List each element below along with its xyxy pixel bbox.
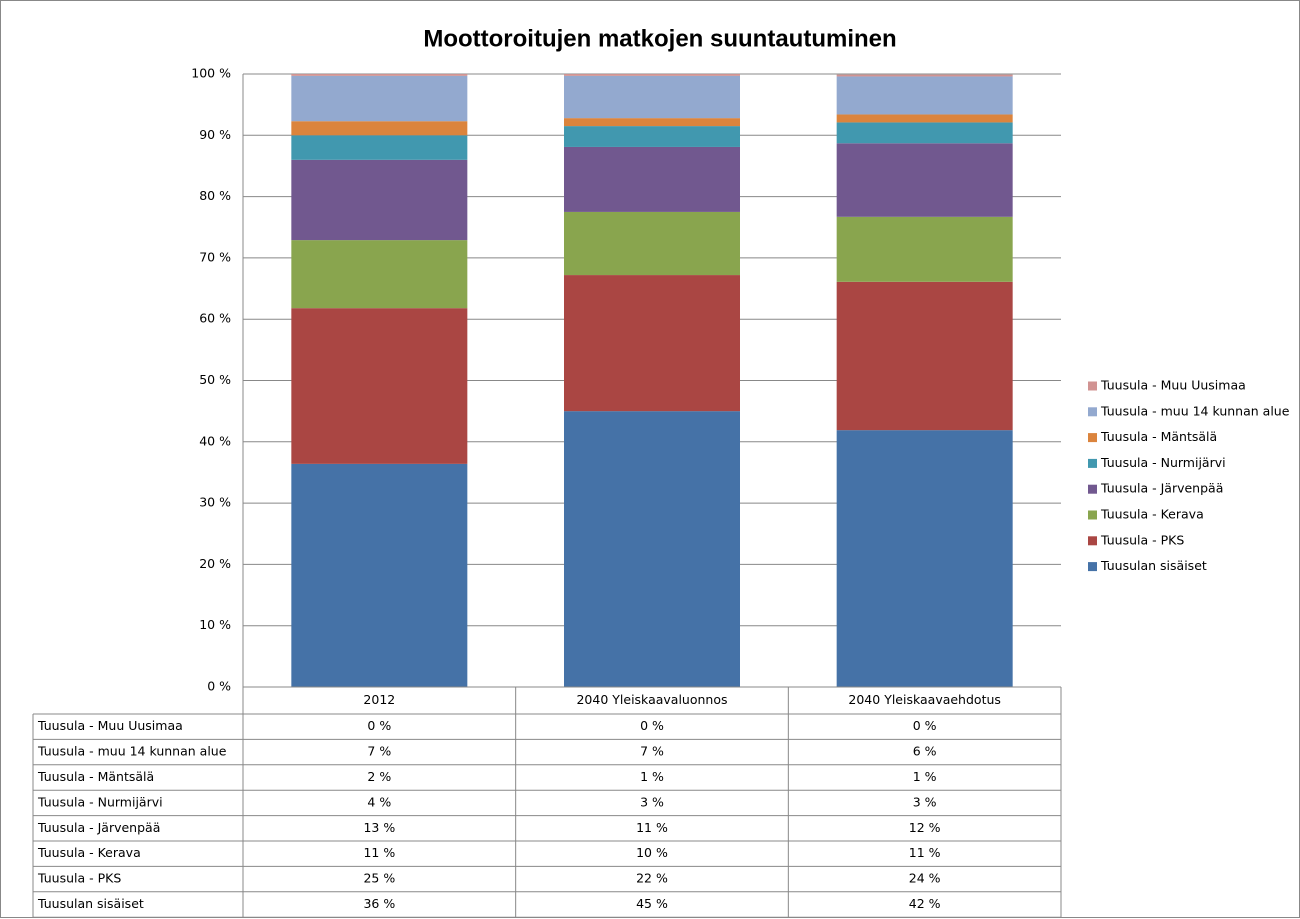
x-tick-label: 2040 Yleiskaavaluonnos — [576, 692, 727, 707]
bar-segment — [564, 146, 740, 212]
table-row-label: Tuusula - Järvenpää — [37, 820, 160, 835]
y-tick-label: 30 % — [199, 495, 231, 510]
bar-segment — [836, 281, 1013, 431]
table-cell: 3 % — [640, 794, 664, 809]
bar-segment — [564, 411, 740, 687]
table-cell: 42 % — [909, 896, 941, 911]
y-tick-label: 20 % — [199, 556, 231, 571]
table-row-label: Tuusula - PKS — [37, 871, 121, 886]
table-cell: 10 % — [636, 845, 668, 860]
legend-swatch — [1088, 381, 1097, 391]
legend-swatch — [1088, 562, 1097, 572]
table-cell: 7 % — [367, 744, 391, 759]
y-tick-label: 50 % — [199, 372, 231, 387]
bar-segment — [291, 121, 468, 136]
bar-segment — [291, 308, 468, 464]
bar-segment — [564, 211, 740, 276]
table-cell: 36 % — [363, 896, 395, 911]
bar-segment — [564, 74, 740, 76]
legend-label: Tuusula - Mäntsälä — [1100, 429, 1217, 444]
bar-segment — [836, 74, 1013, 77]
table-row-label: Tuusula - muu 14 kunnan alue — [37, 744, 227, 759]
legend-label: Tuusula - PKS — [1100, 532, 1184, 547]
bar-segment — [291, 463, 468, 687]
table-cell: 3 % — [913, 794, 937, 809]
y-tick-label: 0 % — [207, 679, 231, 694]
legend-label: Tuusula - Järvenpää — [1100, 481, 1223, 496]
x-tick-label: 2012 — [363, 692, 395, 707]
bar-segment — [291, 240, 468, 309]
bar-segment — [836, 76, 1013, 115]
table-cell: 12 % — [909, 820, 941, 835]
bar-segment — [564, 126, 740, 147]
legend-swatch — [1088, 536, 1097, 546]
legend-swatch — [1088, 458, 1097, 468]
table-row-label: Tuusula - Nurmijärvi — [37, 794, 163, 809]
table-row-label: Tuusula - Kerava — [37, 845, 141, 860]
table-cell: 45 % — [636, 896, 668, 911]
table-cell: 0 % — [640, 718, 664, 733]
bar-segment — [291, 159, 468, 241]
y-tick-label: 60 % — [199, 311, 231, 326]
y-tick-label: 90 % — [199, 127, 231, 142]
y-tick-label: 100 % — [191, 66, 231, 81]
chart-title: Moottoroitujen matkojen suuntautuminen — [423, 25, 896, 52]
bar-segment — [836, 114, 1013, 123]
table-cell: 11 % — [363, 845, 395, 860]
bar-segment — [836, 122, 1013, 144]
legend-swatch — [1088, 510, 1097, 520]
table-row-label: Tuusula - Muu Uusimaa — [37, 718, 183, 733]
legend-label: Tuusulan sisäiset — [1100, 558, 1207, 573]
legend-swatch — [1088, 484, 1097, 494]
table-row-label: Tuusula - Mäntsälä — [37, 769, 154, 784]
table-cell: 11 % — [909, 845, 941, 860]
table-cell: 11 % — [636, 820, 668, 835]
legend-swatch — [1088, 407, 1097, 417]
y-tick-label: 10 % — [199, 617, 231, 632]
table-cell: 0 % — [913, 718, 937, 733]
table-cell: 13 % — [363, 820, 395, 835]
y-tick-label: 80 % — [199, 188, 231, 203]
bar-segment — [836, 430, 1013, 687]
table-cell: 1 % — [640, 769, 664, 784]
bar-segment — [564, 75, 740, 119]
table-cell: 6 % — [913, 744, 937, 759]
bar-segment — [836, 143, 1013, 217]
bar-segment — [836, 216, 1013, 282]
y-tick-label: 40 % — [199, 433, 231, 448]
legend-label: Tuusula - Muu Uusimaa — [1100, 378, 1246, 393]
bar-segment — [564, 118, 740, 127]
table-cell: 24 % — [909, 871, 941, 886]
table-cell: 0 % — [367, 718, 391, 733]
x-tick-label: 2040 Yleiskaavaehdotus — [848, 692, 1001, 707]
bar-segment — [291, 135, 468, 160]
legend-label: Tuusula - Nurmijärvi — [1100, 455, 1226, 470]
bar-segment — [291, 75, 468, 122]
table-cell: 22 % — [636, 871, 668, 886]
legend-label: Tuusula - muu 14 kunnan alue — [1100, 403, 1290, 418]
y-tick-label: 70 % — [199, 249, 231, 264]
table-cell: 1 % — [913, 769, 937, 784]
table-cell: 2 % — [367, 769, 391, 784]
legend-label: Tuusula - Kerava — [1100, 507, 1204, 522]
table-cell: 25 % — [363, 871, 395, 886]
table-row-label: Tuusulan sisäiset — [37, 896, 144, 911]
bar-segment — [291, 74, 468, 76]
legend-swatch — [1088, 433, 1097, 443]
bar-segment — [564, 275, 740, 412]
table-cell: 7 % — [640, 744, 664, 759]
table-cell: 4 % — [367, 794, 391, 809]
